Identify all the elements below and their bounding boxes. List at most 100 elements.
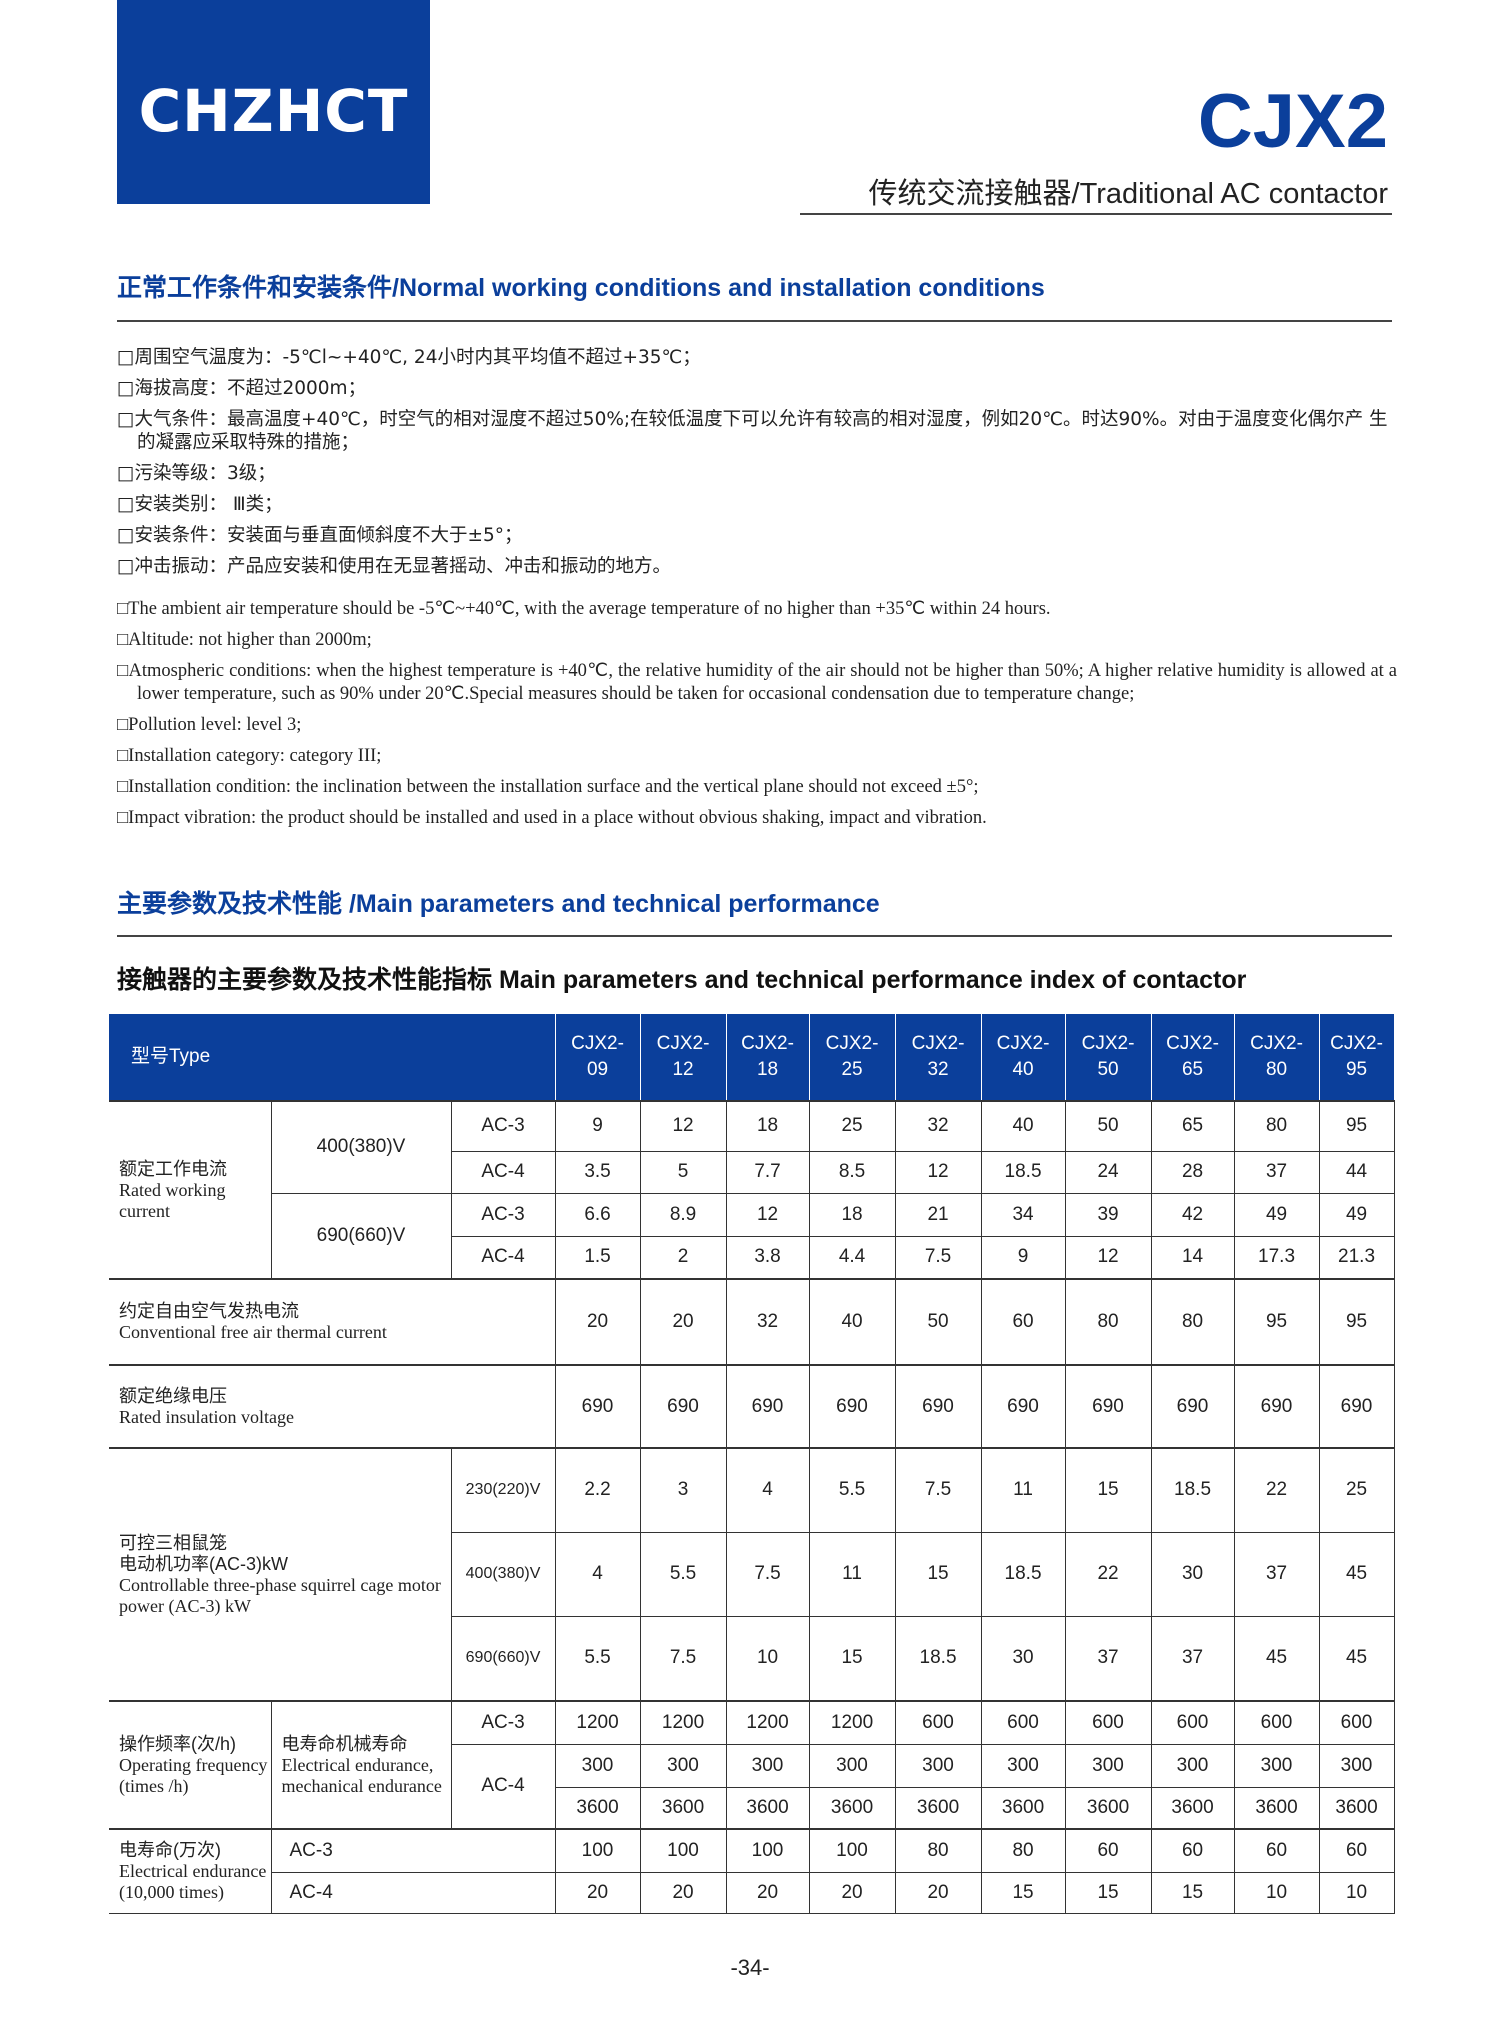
value-cell: 690 xyxy=(1233,1364,1320,1449)
value-cell: 10 xyxy=(1318,1871,1395,1914)
value-cell: 690 xyxy=(554,1364,641,1449)
value-cell: 11 xyxy=(980,1447,1066,1533)
value-cell: 3600 xyxy=(725,1786,810,1830)
value-cell: 32 xyxy=(725,1278,810,1366)
brand-logo: CHZHCT xyxy=(117,0,430,204)
model-header-CJX2-65: CJX2- 65 xyxy=(1150,1014,1235,1102)
row-sublabel: AC-4 xyxy=(270,1871,556,1914)
value-cell: 60 xyxy=(1150,1828,1235,1873)
value-cell: 690 xyxy=(894,1364,982,1449)
value-cell: 1200 xyxy=(725,1700,810,1745)
value-cell: 30 xyxy=(980,1615,1066,1702)
divider xyxy=(117,320,1392,322)
value-cell: 3.8 xyxy=(725,1235,810,1280)
row-label-en: Operating frequency (times /h) xyxy=(119,1754,268,1796)
value-cell: 18 xyxy=(808,1192,896,1237)
table-row-i400-ac3: 额定工作电流 Rated working current 400(380)V AC-3… xyxy=(109,1100,1395,1280)
value-cell: 15 xyxy=(1064,1447,1152,1533)
row-label: 额定工作电流 Rated working current xyxy=(109,1100,272,1280)
value-cell: 600 xyxy=(1150,1700,1235,1745)
value-cell: 95 xyxy=(1233,1278,1320,1366)
table-row-i400-ac4: AC-4 3.5 5 7.7 8.5 12 18.5 24 28 37 44 xyxy=(109,1150,1395,1194)
value-cell: 22 xyxy=(1233,1447,1320,1533)
value-cell: 80 xyxy=(1064,1278,1152,1366)
value-cell: 12 xyxy=(725,1192,810,1237)
value-cell: 37 xyxy=(1150,1615,1235,1702)
model-header-CJX2-18: CJX2- 18 xyxy=(725,1014,810,1102)
value-cell: 3600 xyxy=(1150,1786,1235,1830)
value-cell: 2.2 xyxy=(554,1447,641,1533)
condition-item: □安装类别： Ⅲ类； xyxy=(117,494,283,515)
value-cell: 5.5 xyxy=(554,1615,641,1702)
value-cell: 17.3 xyxy=(1233,1235,1320,1280)
condition-item: □Impact vibration: the product should be… xyxy=(117,808,987,828)
condition-item: □海拔高度：不超过2000m； xyxy=(117,378,367,399)
value-cell: 37 xyxy=(1233,1150,1320,1194)
divider xyxy=(117,935,1392,937)
row-sublabel: AC-4 xyxy=(450,1235,556,1280)
value-cell: 10 xyxy=(1233,1871,1320,1914)
table-row-el-ac3: 电寿命(万次) Electrical endurance (10,000 time… xyxy=(109,1828,1395,1914)
row-sublabel: 690(660)V xyxy=(450,1615,556,1702)
table-row-p400: 400(380)V 4 5.5 7.5 11 15 18.5 22 30 37 45 xyxy=(109,1531,1395,1617)
value-cell: 37 xyxy=(1064,1615,1152,1702)
value-cell: 44 xyxy=(1318,1150,1395,1194)
table-row-thermal: 约定自由空气发热电流 Conventional free air thermal … xyxy=(109,1278,1395,1366)
row-label: 操作频率(次/h) Operating frequency (times /h) xyxy=(109,1700,272,1830)
row-sublabel: AC-4 xyxy=(450,1150,556,1194)
value-cell: 690 xyxy=(1150,1364,1235,1449)
table-title: 接触器的主要参数及技术性能指标 Main parameters and tech… xyxy=(117,966,1247,994)
row-label-en: Rated insulation voltage xyxy=(119,1406,294,1427)
value-cell: 2 xyxy=(639,1235,727,1280)
value-cell: 39 xyxy=(1064,1192,1152,1237)
value-cell: 11 xyxy=(808,1531,896,1617)
row-label-cn: 可控三相鼠笼 电动机功率(AC-3)kW xyxy=(119,1532,288,1574)
value-cell: 15 xyxy=(980,1871,1066,1914)
table-row-op-ac4-b: 3600 3600 3600 3600 3600 3600 3600 3600 3600 3600 xyxy=(109,1786,1395,1830)
condition-item: □Installation condition: the inclination… xyxy=(117,777,979,797)
value-cell: 60 xyxy=(1064,1828,1152,1873)
value-cell: 15 xyxy=(1064,1871,1152,1914)
condition-item: □污染等级：3级； xyxy=(117,463,276,484)
condition-item: □周围空气温度为：-5℃l~+40℃, 24小时内其平均值不超过+35℃； xyxy=(117,347,701,368)
value-cell: 60 xyxy=(980,1278,1066,1366)
value-cell: 9 xyxy=(554,1100,641,1152)
table-row-i690-ac3: 690(660)V AC-3 6.6 8.9 12 18 21 34 39 42 49 49 xyxy=(109,1192,1395,1280)
value-cell: 100 xyxy=(725,1828,810,1873)
condition-item: □Altitude: not higher than 2000m; xyxy=(117,630,372,650)
value-cell: 5.5 xyxy=(639,1531,727,1617)
value-cell: 600 xyxy=(1233,1700,1320,1745)
value-cell: 3.5 xyxy=(554,1150,641,1194)
value-cell: 15 xyxy=(808,1615,896,1702)
condition-item: □Pollution level: level 3; xyxy=(117,715,302,735)
value-cell: 300 xyxy=(554,1743,641,1788)
value-cell: 45 xyxy=(1318,1531,1395,1617)
row-label: 电寿命(万次) Electrical endurance (10,000 time… xyxy=(109,1828,272,1914)
row-sublabel: 400(380)V xyxy=(270,1100,452,1194)
value-cell: 4.4 xyxy=(808,1235,896,1280)
value-cell: 37 xyxy=(1233,1531,1320,1617)
row-label: 电寿命机械寿命 Electrical endurance, mechanical … xyxy=(270,1700,452,1830)
model-header-CJX2-12: CJX2- 12 xyxy=(639,1014,727,1102)
table-row-i690-ac4: AC-4 1.5 2 3.8 4.4 7.5 9 12 14 17.3 21.3 xyxy=(109,1235,1395,1280)
condition-item: □The ambient air temperature should be -… xyxy=(117,599,1051,619)
table-row-el-ac4: AC-4 20 20 20 20 20 15 15 15 10 10 xyxy=(109,1871,1395,1914)
value-cell: 690 xyxy=(639,1364,727,1449)
value-cell: 100 xyxy=(808,1828,896,1873)
value-cell: 60 xyxy=(1233,1828,1320,1873)
type-header: 型号Type xyxy=(109,1014,556,1102)
row-sublabel: AC-3 xyxy=(450,1700,556,1745)
conditions-list-en: □The ambient air temperature should be -… xyxy=(117,598,1397,838)
row-sublabel: 230(220)V xyxy=(450,1447,556,1533)
model-header-CJX2-25: CJX2- 25 xyxy=(808,1014,896,1102)
value-cell: 80 xyxy=(1150,1278,1235,1366)
row-label: 额定绝缘电压 Rated insulation voltage xyxy=(109,1364,556,1449)
page-subtitle: 传统交流接触器/Traditional AC contactor xyxy=(868,178,1388,210)
value-cell: 300 xyxy=(980,1743,1066,1788)
value-cell: 3600 xyxy=(980,1786,1066,1830)
model-header-CJX2-09: CJX2- 09 xyxy=(554,1014,641,1102)
value-cell: 300 xyxy=(725,1743,810,1788)
value-cell: 49 xyxy=(1233,1192,1320,1237)
value-cell: 22 xyxy=(1064,1531,1152,1617)
value-cell: 1200 xyxy=(808,1700,896,1745)
